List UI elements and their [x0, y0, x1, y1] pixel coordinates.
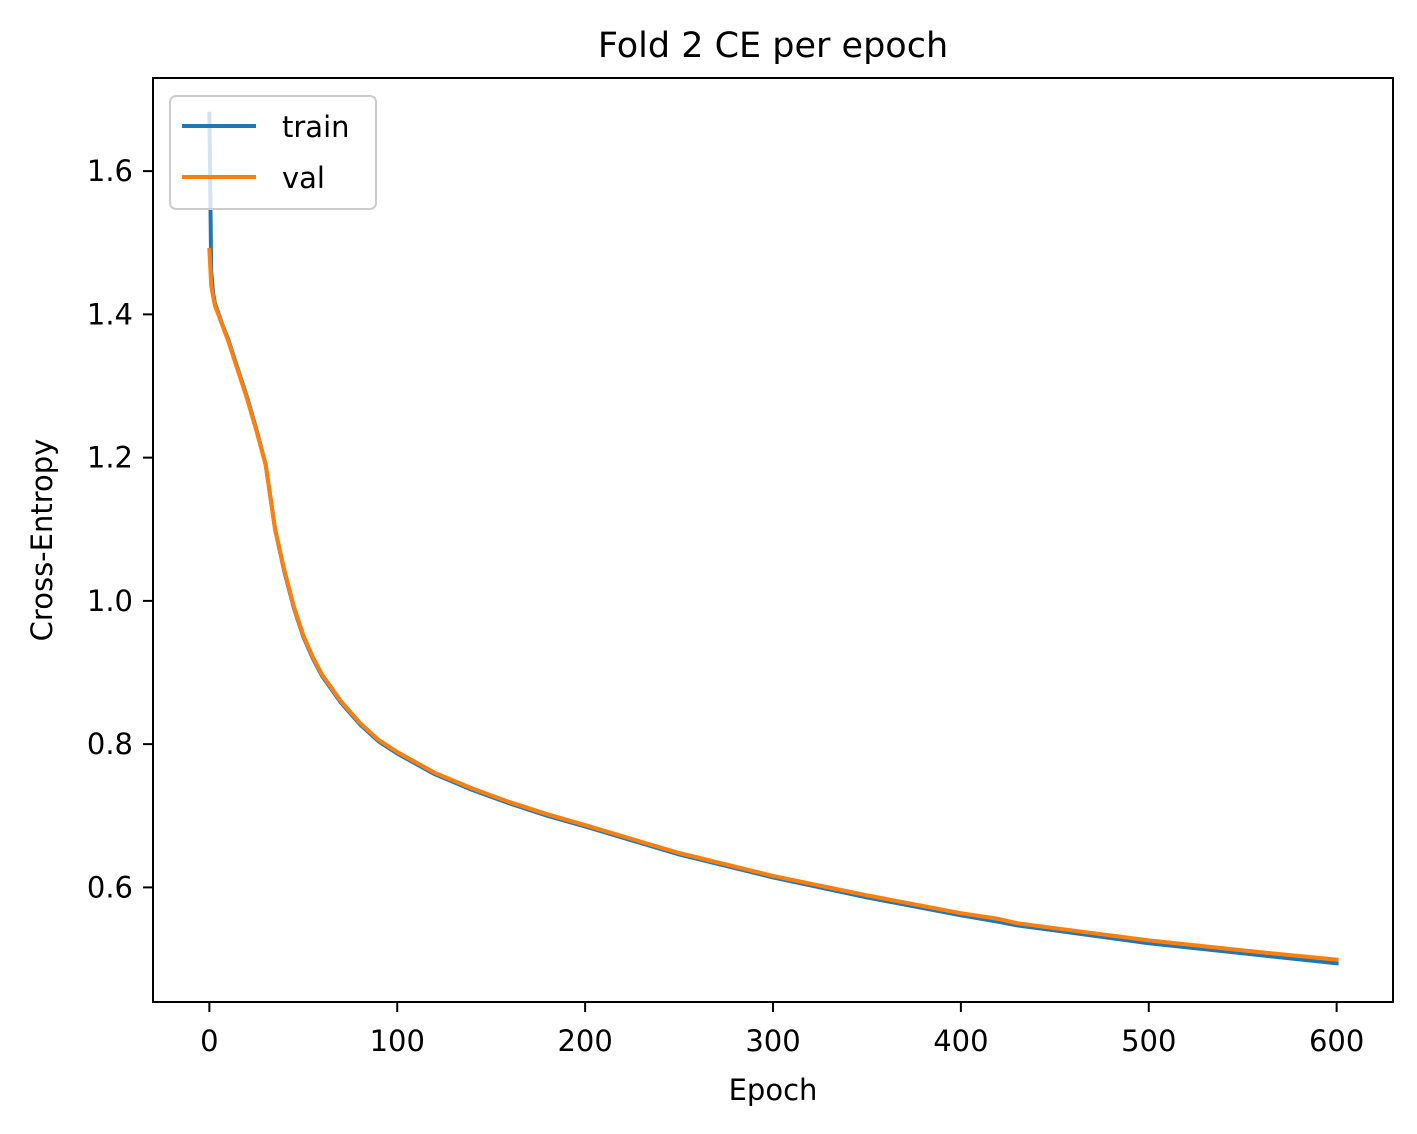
y-tick-label: 1.4	[87, 297, 133, 331]
x-tick-label: 300	[745, 1024, 800, 1058]
series-line-val	[207, 247, 1339, 962]
series-layer	[207, 111, 1339, 966]
legend-label-train: train	[282, 110, 350, 144]
y-tick-label: 1.2	[87, 441, 133, 475]
legend: train val	[169, 95, 377, 210]
chart-title: Fold 2 CE per epoch	[598, 26, 948, 66]
y-axis: 0.6 0.8 1.0 1.2 1.4 1.6	[87, 154, 153, 904]
y-tick-label: 0.6	[87, 870, 133, 904]
x-axis-label: Epoch	[729, 1073, 818, 1107]
x-tick-label: 0	[200, 1024, 218, 1058]
y-tick-label: 1.0	[87, 584, 133, 618]
x-tick-label: 200	[557, 1024, 612, 1058]
x-axis: 0 100 200 300 400 500 600	[200, 1002, 1364, 1058]
legend-label-val: val	[282, 161, 325, 195]
y-tick-label: 1.6	[87, 154, 133, 188]
y-tick-label: 0.8	[87, 727, 133, 761]
x-tick-label: 400	[933, 1024, 988, 1058]
x-tick-label: 600	[1309, 1024, 1364, 1058]
x-tick-label: 500	[1121, 1024, 1176, 1058]
y-axis-label: Cross-Entropy	[25, 439, 59, 642]
x-tick-label: 100	[370, 1024, 425, 1058]
